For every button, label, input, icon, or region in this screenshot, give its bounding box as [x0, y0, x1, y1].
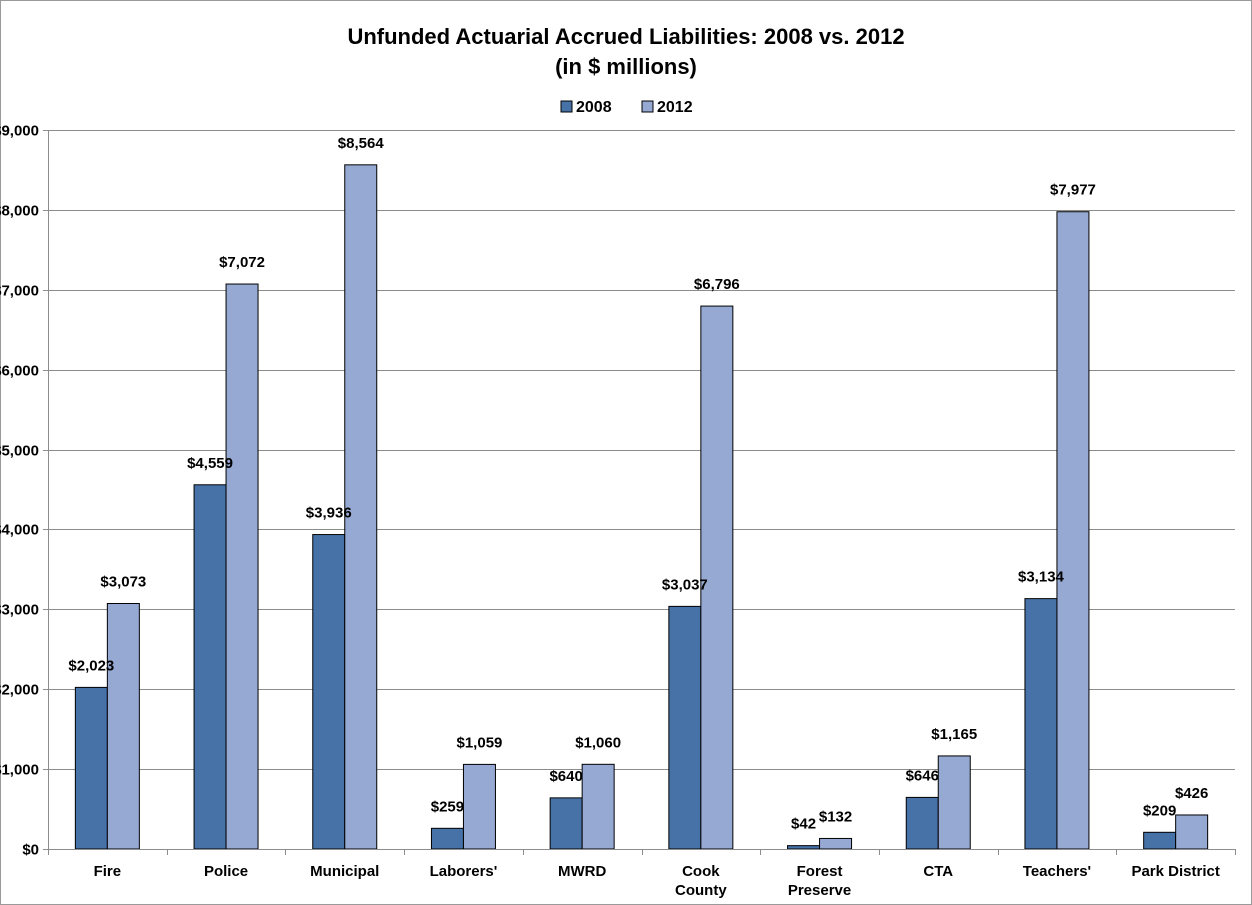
- x-category-label: Park District: [1131, 863, 1219, 880]
- data-label-2008: $209: [1143, 802, 1176, 819]
- x-category-label: MWRD: [558, 863, 606, 880]
- data-label-2012: $426: [1175, 785, 1208, 802]
- bar-2008-2: [312, 534, 346, 850]
- data-label-2008: $2,023: [68, 657, 114, 674]
- data-label-2012: $132: [819, 808, 852, 825]
- data-label-2012: $8,564: [338, 135, 385, 152]
- y-tick-label: $9,000: [0, 123, 39, 140]
- data-label-2012: $1,060: [575, 734, 621, 751]
- y-tick-label: $5,000: [0, 443, 39, 460]
- data-label-2012: $7,072: [219, 254, 265, 271]
- data-label-2008: $3,936: [306, 505, 352, 522]
- bar-2012-1: [225, 283, 259, 850]
- x-category-label: Police: [204, 863, 248, 880]
- data-label-2008: $259: [431, 798, 464, 815]
- bar-2012-8: [1056, 211, 1090, 850]
- data-labels: $2,023 $4,559 $3,936 $259 $640 $3,037 $42 $646 $…: [68, 135, 1208, 833]
- legend-swatch-2012: [641, 100, 654, 113]
- bar-2012-9: [1175, 814, 1209, 850]
- legend: 2008 2012: [560, 99, 693, 116]
- data-label-2008: $4,559: [187, 455, 233, 472]
- bar-2008-0: [74, 686, 108, 850]
- data-label-2012: $1,165: [931, 726, 977, 743]
- chart-title: Unfunded Actuarial Accrued Liabilities: …: [347, 24, 904, 49]
- data-label-2008: $42: [791, 816, 816, 833]
- bar-2012-7: [937, 755, 971, 850]
- y-tick-label: $0: [22, 842, 39, 859]
- y-tick-label: $8,000: [0, 203, 39, 220]
- x-axis: Fire Police Municipal Laborers' MWRD Cook Coun…: [48, 849, 1236, 899]
- bar-2008-3: [430, 827, 464, 850]
- x-category-label: CTA: [923, 863, 953, 880]
- data-label-2008: $646: [906, 767, 939, 784]
- x-category-label: Municipal: [310, 863, 379, 880]
- bar-2012-4: [581, 763, 615, 850]
- data-label-2008: $640: [549, 768, 582, 785]
- bar-2008-9: [1143, 831, 1177, 850]
- x-category-label: Preserve: [788, 882, 851, 899]
- y-tick-label: $4,000: [0, 522, 39, 539]
- legend-swatch-2008: [560, 100, 573, 113]
- y-tick-label: $7,000: [0, 283, 39, 300]
- legend-label-2008: 2008: [576, 99, 612, 116]
- data-label-2008: $3,134: [1018, 569, 1065, 586]
- bar-2008-1: [193, 484, 227, 850]
- x-category-label: County: [675, 882, 727, 899]
- bars: [74, 164, 1209, 850]
- legend-label-2012: 2012: [657, 99, 693, 116]
- bar-2012-6: [819, 837, 853, 850]
- bar-2008-4: [549, 797, 583, 850]
- bar-2008-8: [1024, 598, 1058, 850]
- bar-2012-3: [462, 763, 496, 850]
- bar-2008-6: [787, 845, 821, 850]
- x-category-label: Cook: [682, 863, 720, 880]
- y-tick-label: $1,000: [0, 762, 39, 779]
- data-label-2012: $1,059: [457, 734, 503, 751]
- bar-2012-0: [106, 603, 140, 850]
- bar-2008-5: [668, 605, 702, 850]
- data-label-2008: $3,037: [662, 576, 708, 593]
- x-category-label: Laborers': [430, 863, 498, 880]
- bar-2012-2: [344, 164, 378, 850]
- y-tick-label: $6,000: [0, 363, 39, 380]
- x-category-label: Fire: [94, 863, 122, 880]
- data-label-2012: $3,073: [100, 574, 146, 591]
- data-label-2012: $6,796: [694, 276, 740, 293]
- chart-subtitle: (in $ millions): [555, 54, 697, 79]
- x-category-label: Forest: [797, 863, 843, 880]
- bar-2008-7: [905, 796, 939, 850]
- data-label-2012: $7,977: [1050, 182, 1096, 199]
- y-axis: $0 $1,000 $2,000 $3,000 $4,000 $5,000 $6,000 $7…: [0, 123, 49, 859]
- y-tick-label: $3,000: [0, 602, 39, 619]
- bar-2012-5: [700, 305, 734, 850]
- x-category-label: Teachers': [1023, 863, 1091, 880]
- y-tick-label: $2,000: [0, 682, 39, 699]
